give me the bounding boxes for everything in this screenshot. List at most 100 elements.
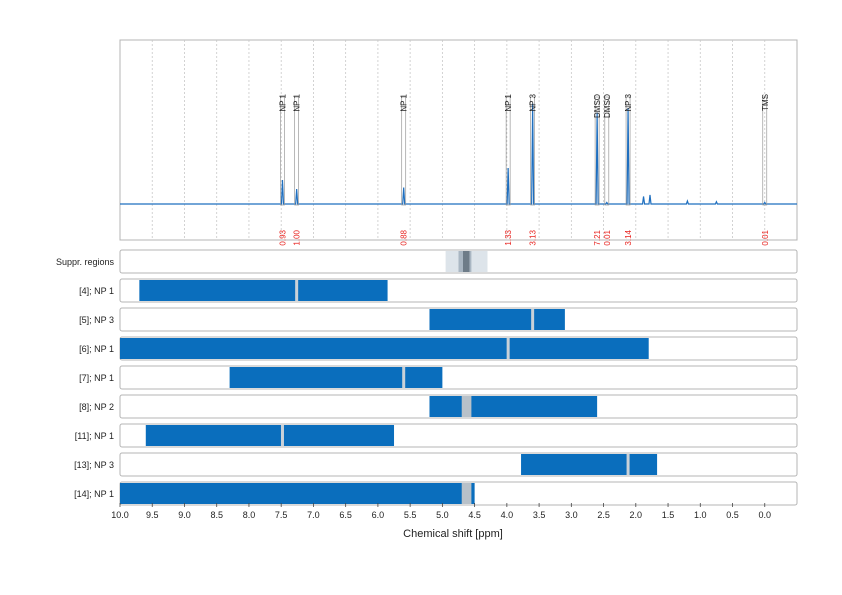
peak-annotation: NP 3 3.13 xyxy=(529,93,538,245)
x-tick-label: 0.0 xyxy=(759,510,772,520)
peak-integral: 1.00 xyxy=(293,229,302,245)
peak-label: NP 1 xyxy=(278,93,287,111)
row-label: [4]; NP 1 xyxy=(79,286,114,296)
peak-annotation: DMSO 7.21 xyxy=(593,94,602,246)
spectrum-panel: NP 1 0.93 NP 1 1.00 NP 1 0.88 NP 1 1.33 NP 3 3.13… xyxy=(119,39,798,246)
x-tick-label: 4.0 xyxy=(501,510,514,520)
range-row: [4]; NP 1 xyxy=(79,278,798,303)
range-bar xyxy=(229,367,443,388)
x-tick-label: 6.0 xyxy=(372,510,385,520)
row-label: [13]; NP 3 xyxy=(74,460,114,470)
peak-annotation: NP 1 1.00 xyxy=(293,93,302,245)
x-tick-label: 1.5 xyxy=(662,510,675,520)
range-row: [13]; NP 3 xyxy=(74,452,798,477)
range-bar xyxy=(139,280,388,301)
row-frame xyxy=(119,365,798,390)
range-bar xyxy=(120,483,475,504)
peak-bracket xyxy=(401,96,407,206)
range-row: [6]; NP 1 xyxy=(79,336,798,361)
row-label: [7]; NP 1 xyxy=(79,373,114,383)
spectrum-trace xyxy=(120,103,797,205)
row-label: [6]; NP 1 xyxy=(79,344,114,354)
spectrum-frame xyxy=(119,39,798,241)
peak-bracket xyxy=(294,96,300,206)
peak-bracket xyxy=(625,96,631,206)
suppressed-overlap xyxy=(461,396,472,417)
x-tick-label: 1.0 xyxy=(694,510,707,520)
range-bar xyxy=(120,338,649,359)
range-bar xyxy=(521,454,658,475)
peak-bracket xyxy=(762,96,768,206)
peak-label: NP 3 xyxy=(624,93,633,111)
x-tick-label: 8.5 xyxy=(210,510,223,520)
x-tick-label: 5.0 xyxy=(436,510,449,520)
peak-marker xyxy=(626,454,630,475)
peak-label: NP 3 xyxy=(529,93,538,111)
suppression-band xyxy=(463,251,470,272)
x-tick-label: 7.0 xyxy=(307,510,320,520)
suppressed-overlap xyxy=(461,483,472,504)
row-label: [14]; NP 1 xyxy=(74,489,114,499)
peak-bracket xyxy=(530,96,535,206)
peak-integral: 3.13 xyxy=(529,229,538,245)
x-axis: 10.0 9.5 9.0 8.5 8.0 7.5 7.0 6.5 6.0 5.5 5.0 4.5 4.0… xyxy=(111,503,771,520)
peak-integral: 0.01 xyxy=(761,229,770,245)
peak-marker xyxy=(280,425,284,446)
peak-integral: 3.14 xyxy=(624,229,633,245)
x-tick-label: 5.5 xyxy=(404,510,417,520)
row-label: [11]; NP 1 xyxy=(75,431,114,441)
range-row: [8]; NP 2 xyxy=(79,394,798,419)
peak-integral: 0.88 xyxy=(400,229,409,245)
peak-annotation: DMSO 0.01 xyxy=(603,94,612,246)
peak-annotation: NP 1 0.88 xyxy=(400,93,409,245)
x-tick-label: 2.0 xyxy=(630,510,643,520)
x-tick-label: 10.0 xyxy=(111,510,129,520)
range-row: [14]; NP 1 xyxy=(74,481,798,506)
x-tick-label: 8.0 xyxy=(243,510,256,520)
peak-bracket xyxy=(280,96,285,206)
peak-annotation: TMS 0.01 xyxy=(761,94,770,246)
peak-bracket xyxy=(594,96,600,206)
range-row: [7]; NP 1 xyxy=(79,365,798,390)
peak-annotation: NP 3 3.14 xyxy=(624,93,633,245)
x-tick-label: 7.5 xyxy=(275,510,288,520)
peak-annotation: NP 1 0.93 xyxy=(278,93,287,245)
range-bar xyxy=(145,425,395,446)
x-tick-label: 3.5 xyxy=(533,510,546,520)
peak-label: NP 1 xyxy=(504,93,513,111)
range-bar xyxy=(429,396,598,417)
peak-marker xyxy=(295,280,299,301)
row-label: [8]; NP 2 xyxy=(79,402,114,412)
peak-bracket xyxy=(505,96,511,206)
peak-bracket xyxy=(604,96,610,206)
range-rows-panel: Suppr. regions [4]; NP 1 [5]; NP 3 [6]; NP … xyxy=(56,249,798,506)
peak-integral: 1.33 xyxy=(504,229,513,245)
x-tick-label: 0.5 xyxy=(726,510,739,520)
x-tick-label: 9.0 xyxy=(178,510,191,520)
range-row: [5]; NP 3 xyxy=(79,307,798,332)
peak-integral: 0.01 xyxy=(603,229,612,245)
peak-label: DMSO xyxy=(593,94,602,118)
range-row: [11]; NP 1 xyxy=(75,423,798,448)
peak-label: NP 1 xyxy=(293,93,302,111)
x-tick-label: 9.5 xyxy=(146,510,159,520)
peak-label: TMS xyxy=(761,94,770,111)
x-tick-label: 2.5 xyxy=(597,510,610,520)
x-tick-label: 6.5 xyxy=(339,510,352,520)
peak-label: DMSO xyxy=(603,94,612,118)
peak-integral: 7.21 xyxy=(593,229,602,245)
range-bar xyxy=(429,309,565,330)
row-frame xyxy=(119,452,798,477)
peak-integral: 0.93 xyxy=(278,229,287,245)
x-axis-label: Chemical shift [ppm] xyxy=(403,528,503,540)
range-row: Suppr. regions xyxy=(56,249,798,274)
peak-marker xyxy=(402,367,406,388)
peak-marker xyxy=(531,309,535,330)
x-tick-label: 4.5 xyxy=(468,510,481,520)
row-label: Suppr. regions xyxy=(56,257,115,267)
x-tick-label: 3.0 xyxy=(565,510,578,520)
peak-annotation: NP 1 1.33 xyxy=(504,93,513,245)
peak-label: NP 1 xyxy=(400,93,409,111)
peak-marker xyxy=(506,338,510,359)
